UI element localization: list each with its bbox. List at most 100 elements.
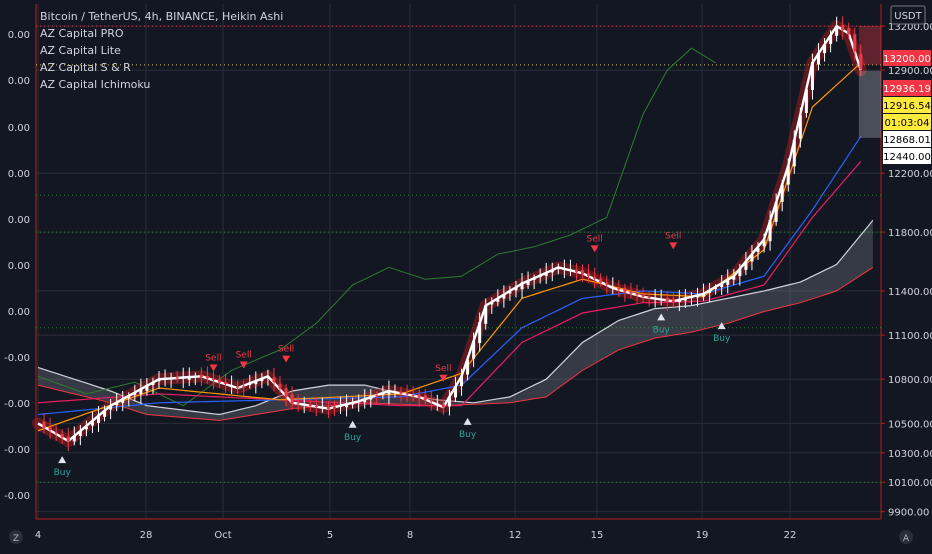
candle-body [490,302,494,305]
candle-body [738,268,742,277]
indicator-az-capital-sr[interactable]: AZ Capital S & R [40,61,131,74]
candle-body [205,375,209,379]
candle-body [816,52,820,65]
candle-body [175,377,179,379]
candle-body [193,376,197,378]
candle-body [369,397,373,400]
sell-label: Sell [435,364,451,374]
candle-body [453,386,457,398]
candle-body [375,395,379,397]
price-tick-label: 12900.00 [888,66,932,77]
candle-body [423,395,427,401]
candle-body [708,290,712,293]
candle-body [714,288,718,290]
candle-body [544,272,548,276]
indicator-az-capital-pro[interactable]: AZ Capital PRO [40,27,124,40]
candle-body [726,278,730,285]
buy-label: Buy [653,325,671,335]
candle-body [326,407,330,409]
candle-body [381,393,385,395]
left-axis-label: -0.00 [4,353,30,364]
sell-label: Sell [205,354,221,364]
candle-body [720,283,724,288]
candle-body [683,297,687,301]
sell-signal: Sell [205,354,222,372]
price-badge-bg [883,148,931,164]
price-badge[interactable]: 12440.00 [883,148,931,164]
price-badge[interactable]: 12916.54 [883,97,931,113]
sell-label: Sell [236,351,252,361]
candle-body [508,291,512,294]
z-circle-icon [9,530,23,544]
candle-body [399,391,403,394]
price-tick-label: 11100.00 [888,331,932,342]
candle-body [278,384,282,389]
price-badge[interactable]: 13200.00 [883,50,931,66]
sell-triangle-icon [439,374,448,382]
candle-body [695,294,699,298]
candle-body [66,436,70,442]
candle-body [236,386,240,388]
candle-body [689,297,693,299]
candle-body [90,421,94,426]
time-axis-label: 12 [509,530,522,541]
candle-body [665,297,669,302]
sell-triangle-icon [209,364,218,372]
candle-body [853,34,857,52]
buy-label: Buy [713,334,731,344]
candle-body [617,288,621,290]
legend: Bitcoin / TetherUS, 4h, BINANCE, Heikin … [40,10,283,91]
candle-body [538,276,542,278]
left-axis-label: 0.00 [8,123,30,134]
left-axis: 0.00 0.00 0.00 0.00 0.00 0.00 0.00 -0.00 -0.00 -0… [4,30,30,502]
candle-body [42,421,46,429]
candle-body [284,388,288,397]
candle-body [405,393,409,395]
sell-signal: Sell [435,364,452,382]
candle-body [290,394,294,404]
candle-body [496,298,500,302]
time-axis[interactable]: 4 28 Oct 5 8 12 15 19 22 [35,530,797,541]
candle-body [472,340,476,359]
candle-body [224,382,228,385]
candle-body [786,165,790,185]
sell-signal: Sell [665,231,681,250]
indicator-az-capital-lite[interactable]: AZ Capital Lite [40,44,121,57]
time-axis-label: 4 [35,530,41,541]
autoscale-button[interactable]: A [899,530,913,544]
buy-triangle-icon [58,456,67,464]
candle-body [744,260,748,270]
candle-body [466,359,470,375]
candle-body [121,398,125,403]
price-badge[interactable]: 12868.01 [883,131,931,147]
price-badge-label: 12868.01 [883,135,931,146]
candle-body [671,298,675,303]
candle-body [211,378,215,380]
sell-signal: Sell [278,345,294,363]
currency-button[interactable]: USDT [890,5,926,25]
candle-body [187,375,191,380]
candle-body [762,239,766,247]
candle-body [411,395,415,397]
price-badge[interactable]: 01:03:04 [883,114,931,130]
cloud-lower-line [37,266,874,421]
indicator-az-capital-ichimoku[interactable]: AZ Capital Ichimoku [40,78,150,91]
sell-triangle-icon [239,361,248,369]
candle-body [351,402,355,405]
candle-body [387,390,391,395]
buy-signal: Buy [459,417,477,440]
candle-body [72,435,76,442]
candle-body [653,297,657,300]
candle-body [835,25,839,36]
price-badge[interactable]: 12936.19 [883,80,931,96]
symbol-title[interactable]: Bitcoin / TetherUS, 4h, BINANCE, Heikin … [40,10,283,23]
candle-body [54,432,58,434]
timezone-button[interactable]: Z [9,530,23,544]
candle-body [641,294,645,297]
price-axis[interactable]: 13200.0012900.0012200.0011800.0011400.00… [881,22,932,519]
candle-body [429,400,433,402]
candle-body [593,276,597,279]
candle-body [254,380,258,385]
